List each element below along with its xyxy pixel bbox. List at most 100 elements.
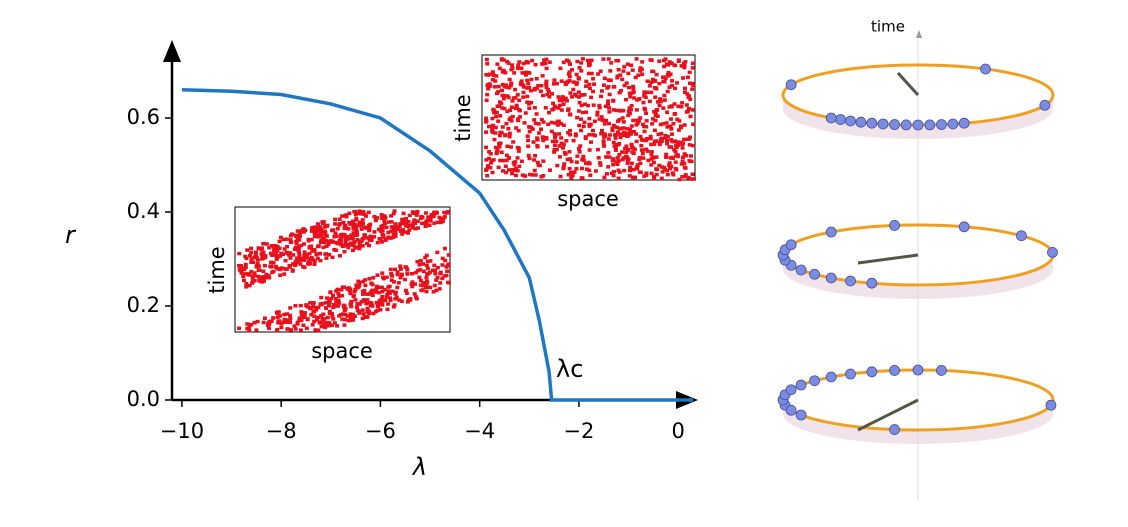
inset-dot — [269, 244, 274, 248]
inset-dot — [631, 90, 636, 95]
inset-dot — [349, 233, 354, 237]
inset-dot — [313, 328, 318, 332]
inset-dot — [351, 225, 356, 229]
inset-dot — [549, 129, 554, 134]
inset-dot — [264, 272, 269, 277]
inset-dot — [323, 252, 328, 256]
inset-dot — [559, 136, 564, 140]
inset-dot — [337, 217, 342, 221]
inset-dot — [637, 96, 642, 101]
inset-dot — [567, 74, 572, 79]
oscillator — [825, 112, 837, 124]
inset-dot — [519, 159, 524, 164]
oscillator — [936, 119, 947, 130]
inset-dot — [420, 262, 425, 266]
inset-dot — [495, 62, 500, 66]
inset-dot — [586, 160, 591, 165]
inset-dot — [492, 109, 497, 113]
inset-dot — [493, 145, 498, 150]
inset-dot — [271, 261, 276, 265]
inset-dot — [499, 150, 504, 155]
inset-dot — [370, 289, 375, 294]
inset-dot — [638, 155, 643, 160]
inset-dot — [319, 302, 324, 307]
inset-dot — [322, 317, 327, 321]
inset-dot — [269, 319, 274, 323]
inset-dot — [551, 82, 556, 86]
inset-dot — [562, 150, 567, 155]
inset-dot — [597, 103, 602, 108]
inset-dot — [288, 320, 293, 325]
inset-dot — [520, 71, 525, 75]
inset-dot — [297, 318, 302, 323]
inset-dot — [650, 122, 655, 126]
inset-dot — [323, 232, 328, 237]
inset-dot — [526, 70, 531, 75]
inset-dot — [277, 239, 282, 244]
inset-dot — [576, 76, 581, 80]
inset-dot — [579, 128, 584, 133]
inset-dot — [498, 158, 503, 163]
inset-dot — [488, 84, 493, 88]
inset-dot — [666, 63, 671, 67]
inset-dot — [350, 236, 355, 241]
inset-y-label: time — [451, 94, 475, 141]
inset-dot — [559, 108, 564, 112]
inset-dot — [249, 269, 254, 274]
inset-dot — [422, 221, 427, 226]
inset-dot — [497, 133, 502, 138]
inset-dot — [552, 78, 557, 82]
inset-dot — [629, 142, 634, 147]
inset-dot — [345, 314, 350, 318]
inset-dot — [326, 324, 331, 328]
inset-dot — [568, 157, 573, 161]
inset-dot — [527, 129, 532, 134]
inset-dot — [430, 268, 435, 273]
inset-dot — [661, 122, 666, 126]
inset-dot — [351, 243, 356, 248]
inset-dot — [378, 308, 383, 312]
inset-dot — [340, 317, 345, 321]
inset-dot — [424, 253, 429, 258]
inset-dot — [672, 63, 677, 67]
inset-dot — [311, 304, 316, 309]
inset-dot — [336, 298, 341, 303]
inset-dot — [494, 114, 499, 119]
inset-dot — [690, 66, 695, 70]
inset-dot — [545, 92, 550, 97]
inset-dot — [585, 58, 590, 63]
inset-dot — [311, 301, 316, 305]
inset-dot — [603, 104, 608, 109]
inset-dot — [638, 116, 643, 120]
inset-dot — [384, 295, 389, 299]
inset-dot — [607, 110, 612, 114]
inset-dot — [255, 258, 260, 262]
inset-dot — [642, 174, 647, 178]
inset-dot — [267, 245, 272, 250]
inset-dot — [348, 291, 353, 296]
inset-dot — [626, 113, 631, 118]
inset-dot — [638, 68, 643, 73]
inset-dot — [301, 323, 306, 328]
inset-dot — [687, 137, 692, 141]
inset-dot — [417, 275, 422, 280]
inset-dot — [513, 173, 518, 178]
inset-dot — [390, 274, 395, 278]
x-tick-label: 0 — [671, 419, 684, 443]
inset-dot — [278, 254, 283, 258]
inset-dot — [605, 102, 610, 107]
inset-dot — [315, 222, 320, 226]
inset-dot — [521, 90, 526, 95]
inset-dot — [446, 280, 451, 285]
inset-dot — [533, 62, 538, 67]
inset-dot — [295, 256, 300, 260]
inset-dot — [602, 76, 607, 81]
inset-dot — [497, 144, 502, 149]
inset-dot — [634, 132, 639, 136]
inset-dot — [303, 255, 308, 260]
inset-dot — [510, 63, 515, 67]
inset-dot — [515, 145, 520, 150]
inset-dot — [385, 307, 390, 312]
inset-dot — [544, 79, 549, 84]
inset-dot — [587, 82, 592, 87]
